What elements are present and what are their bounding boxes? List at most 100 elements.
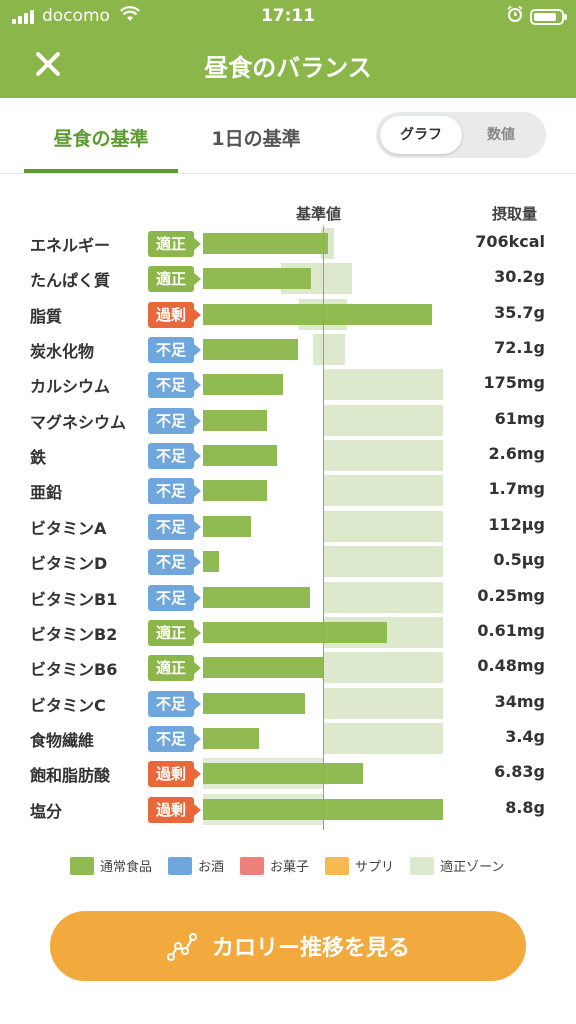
intake-value: 0.25mg <box>477 585 545 605</box>
nutrient-row: 塩分 過剰 8.8g <box>0 792 576 827</box>
intake-bar <box>203 445 278 467</box>
status-badge: 不足 <box>148 549 201 576</box>
legend-item: 適正ゾーン <box>410 856 504 875</box>
reference-line <box>323 226 324 830</box>
nutrient-row: ビタミンA 不足 112μg <box>0 509 576 544</box>
nutrient-row: 食物繊維 不足 3.4g <box>0 721 576 756</box>
status-badge: 適正 <box>148 231 201 257</box>
intake-bar <box>203 515 251 537</box>
battery-icon <box>530 9 567 25</box>
toggle-graph[interactable]: グラフ <box>380 116 462 154</box>
nutrient-name: 食物繊維 <box>30 730 95 750</box>
intake-bar <box>203 657 323 679</box>
intake-bar <box>203 763 363 785</box>
status-bar: docomo 17:11 <box>0 0 576 34</box>
nutrient-name: エネルギー <box>30 236 111 255</box>
intake-value: 35.7g <box>494 302 545 322</box>
status-badge: 不足 <box>148 337 201 364</box>
legend-label: 通常食品 <box>100 860 153 875</box>
intake-value: 0.61mg <box>477 620 545 640</box>
legend-swatch <box>240 856 265 875</box>
nutrient-row: ビタミンB2 適正 0.61mg <box>0 615 576 650</box>
app-header: docomo 17:11 昼食のバランス <box>0 0 576 98</box>
calorie-trend-button[interactable]: カロリー推移を見る <box>50 911 526 981</box>
nutrient-chart: エネルギー 適正 706kcal たんぱく質 適正 30.2g 脂質 過剰 35.7g 炭水化物不… <box>0 226 576 830</box>
nutrient-row: 脂質 過剰 35.7g <box>0 297 576 332</box>
toggle-numeric[interactable]: 数値 <box>487 127 515 143</box>
nutrient-row: 炭水化物 不足 72.1g <box>0 332 576 367</box>
intake-value: 175mg <box>483 373 545 393</box>
intake-value: 112μg <box>488 514 545 534</box>
status-badge: 不足 <box>148 478 201 505</box>
proper-zone <box>323 510 443 542</box>
trend-graph-icon <box>166 933 197 961</box>
status-badge: 適正 <box>148 655 201 682</box>
calorie-trend-label: カロリー推移を見る <box>211 936 410 961</box>
page-title: 昼食のバランス <box>204 54 372 82</box>
intake-value: 72.1g <box>494 338 545 358</box>
intake-header: 摂取量 <box>492 205 538 223</box>
nutrient-name: 飽和脂肪酸 <box>30 766 111 786</box>
status-badge: 過剰 <box>148 761 201 788</box>
nutrient-name: マグネシウム <box>30 412 127 432</box>
status-badge: 不足 <box>148 690 201 717</box>
intake-bar <box>203 409 267 431</box>
intake-value: 0.48mg <box>477 656 545 676</box>
proper-zone <box>323 687 443 719</box>
status-badge: 不足 <box>148 372 201 399</box>
nutrient-row: ビタミンB1 不足 0.25mg <box>0 580 576 615</box>
proper-zone <box>313 334 345 366</box>
intake-bar <box>203 621 387 643</box>
legend-item: 通常食品 <box>70 856 152 875</box>
legend-label: お酒 <box>198 860 225 875</box>
nutrient-row: 亜鉛 不足 1.7mg <box>0 473 576 508</box>
proper-zone <box>323 404 443 436</box>
intake-bar <box>203 480 267 502</box>
nutrient-row: 鉄 不足 2.6mg <box>0 438 576 473</box>
intake-value: 30.2g <box>494 267 545 287</box>
nutrient-name: 脂質 <box>30 306 63 326</box>
nutrient-name: ビタミンA <box>30 518 107 538</box>
nutrient-row: ビタミンB6 適正 0.48mg <box>0 650 576 685</box>
proper-zone <box>323 440 443 472</box>
legend-label: 適正ゾーン <box>440 860 505 875</box>
legend-label: お菓子 <box>270 860 310 875</box>
nutrient-row: ビタミンC 不足 34mg <box>0 686 576 721</box>
nutrient-name: 炭水化物 <box>30 342 95 362</box>
tab-lunch-standard[interactable]: 昼食の基準 <box>53 128 149 150</box>
signal-icon <box>12 10 34 24</box>
status-badge: 過剰 <box>148 796 201 823</box>
proper-zone <box>323 652 443 684</box>
status-time: 17:11 <box>260 6 316 26</box>
legend-label: サプリ <box>355 860 395 875</box>
carrier-name: docomo <box>42 6 110 26</box>
view-toggle: グラフ 数値 <box>376 112 546 158</box>
nutrient-name: 塩分 <box>30 801 63 821</box>
legend-swatch <box>410 856 435 875</box>
nutrient-name: ビタミンB2 <box>30 624 118 644</box>
intake-bar <box>203 727 260 749</box>
intake-bar <box>203 692 305 714</box>
active-tab-indicator <box>24 169 178 173</box>
status-badge: 過剰 <box>148 301 201 328</box>
legend: 通常食品 お酒 お菓子 サプリ 適正ゾーン <box>70 856 520 875</box>
legend-item: お酒 <box>168 856 224 875</box>
intake-value: 34mg <box>494 691 545 711</box>
intake-value: 61mg <box>494 408 545 428</box>
reference-header: 基準値 <box>296 205 342 223</box>
intake-bar <box>203 339 298 361</box>
legend-swatch <box>168 856 193 875</box>
nutrient-name: カルシウム <box>30 377 111 397</box>
intake-value: 2.6mg <box>488 444 545 464</box>
nutrient-row: マグネシウム 不足 61mg <box>0 403 576 438</box>
tab-daily-standard[interactable]: 1日の基準 <box>211 128 301 150</box>
alarm-icon <box>506 5 524 28</box>
proper-zone <box>323 369 443 401</box>
status-badge: 適正 <box>148 619 201 646</box>
intake-bar <box>203 374 284 396</box>
intake-bar <box>203 233 328 254</box>
nutrient-name: ビタミンD <box>30 554 108 574</box>
proper-zone <box>323 581 443 613</box>
wifi-icon <box>120 6 140 26</box>
nutrient-row: エネルギー 適正 706kcal <box>0 226 576 261</box>
